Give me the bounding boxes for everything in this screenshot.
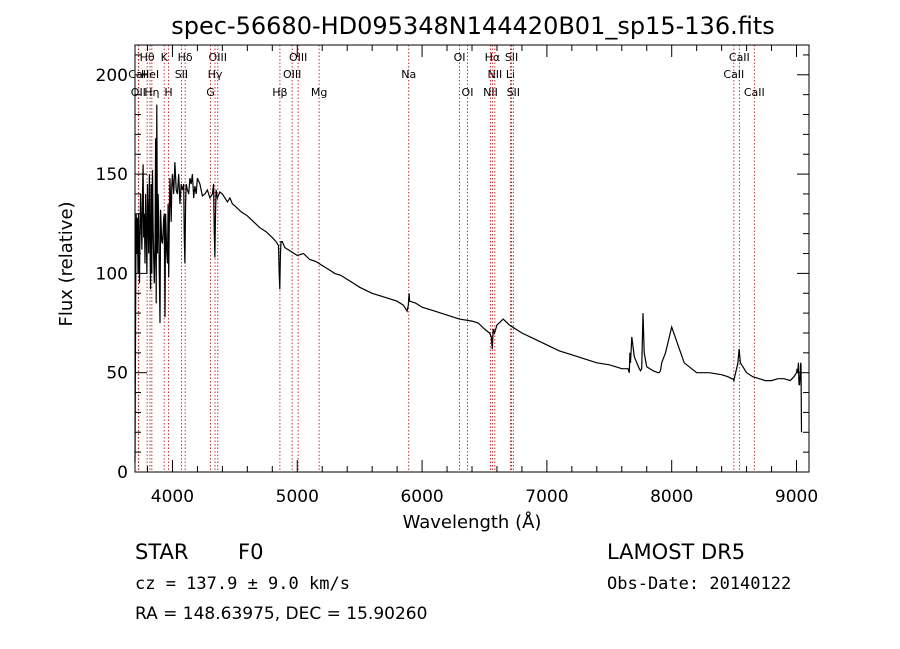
line-marker-label-18: OI bbox=[462, 86, 474, 99]
line-marker-label-21: NII bbox=[487, 68, 502, 81]
spectrum-line bbox=[134, 104, 803, 463]
x-tick-label: 5000 bbox=[276, 487, 319, 507]
x-axis-ticks: 4000 5000 6000 7000 8000 9000 bbox=[146, 45, 818, 507]
y-tick-label: 0 bbox=[117, 463, 128, 483]
object-class: STAR bbox=[135, 540, 188, 564]
line-marker-label-19: Hα bbox=[485, 51, 501, 64]
y-axis-ticks: 0 50 100 150 200 bbox=[96, 54, 809, 483]
y-axis-label: Flux (relative) bbox=[56, 201, 77, 326]
line-marker-label-6: H bbox=[164, 86, 172, 99]
line-marker-label-25: CaII bbox=[729, 51, 750, 64]
redshift-cz: cz = 137.9 ± 9.0 km/s bbox=[135, 574, 350, 594]
y-tick-label: 100 bbox=[96, 264, 128, 284]
line-marker-label-0: Hθ bbox=[140, 51, 155, 64]
line-marker-label-23: NII bbox=[483, 86, 498, 99]
line-marker-label-22: Li bbox=[506, 68, 515, 81]
y-tick-label: 200 bbox=[96, 66, 128, 86]
line-marker-label-5: K bbox=[161, 51, 169, 64]
observation-date: Obs-Date: 20140122 bbox=[607, 574, 791, 594]
y-tick-label: 50 bbox=[106, 364, 128, 384]
y-tick-label: 150 bbox=[96, 165, 128, 185]
line-marker-label-11: G bbox=[206, 86, 215, 99]
line-marker-label-10: Hγ bbox=[208, 68, 223, 81]
x-tick-label: 8000 bbox=[650, 487, 693, 507]
line-marker-label-16: Na bbox=[401, 68, 416, 81]
line-marker-label-27: CaII bbox=[744, 86, 765, 99]
line-marker-label-9: OIII bbox=[209, 51, 227, 64]
line-marker-label-12: Hβ bbox=[272, 86, 287, 99]
line-marker-label-7: SII bbox=[175, 68, 188, 81]
line-marker-label-26: CaII bbox=[723, 68, 744, 81]
plot-frame bbox=[134, 44, 810, 473]
object-subclass: F0 bbox=[238, 540, 263, 564]
coordinates: RA = 148.63975, DEC = 15.90260 bbox=[135, 604, 427, 624]
line-marker-label-4: Hη bbox=[144, 86, 159, 99]
x-tick-label: 4000 bbox=[151, 487, 194, 507]
line-marker-label-14: OIII bbox=[283, 68, 301, 81]
line-marker-label-17: OI bbox=[454, 51, 466, 64]
line-marker-label-3: HeI bbox=[141, 68, 159, 81]
line-marker-label-13: OIII bbox=[289, 51, 307, 64]
x-tick-label: 7000 bbox=[525, 487, 568, 507]
survey-name: LAMOST DR5 bbox=[607, 540, 745, 564]
line-marker-label-20: SII bbox=[505, 51, 518, 64]
line-marker-label-15: Mg bbox=[311, 86, 327, 99]
chart-title: spec-56680-HD095348N144420B01_sp15-136.f… bbox=[171, 12, 775, 40]
x-tick-label: 6000 bbox=[400, 487, 443, 507]
x-axis-label: Wavelength (Å) bbox=[403, 511, 542, 533]
x-tick-label: 9000 bbox=[775, 487, 818, 507]
line-marker-label-24: SII bbox=[507, 86, 520, 99]
line-marker-label-8: Hδ bbox=[178, 51, 193, 64]
